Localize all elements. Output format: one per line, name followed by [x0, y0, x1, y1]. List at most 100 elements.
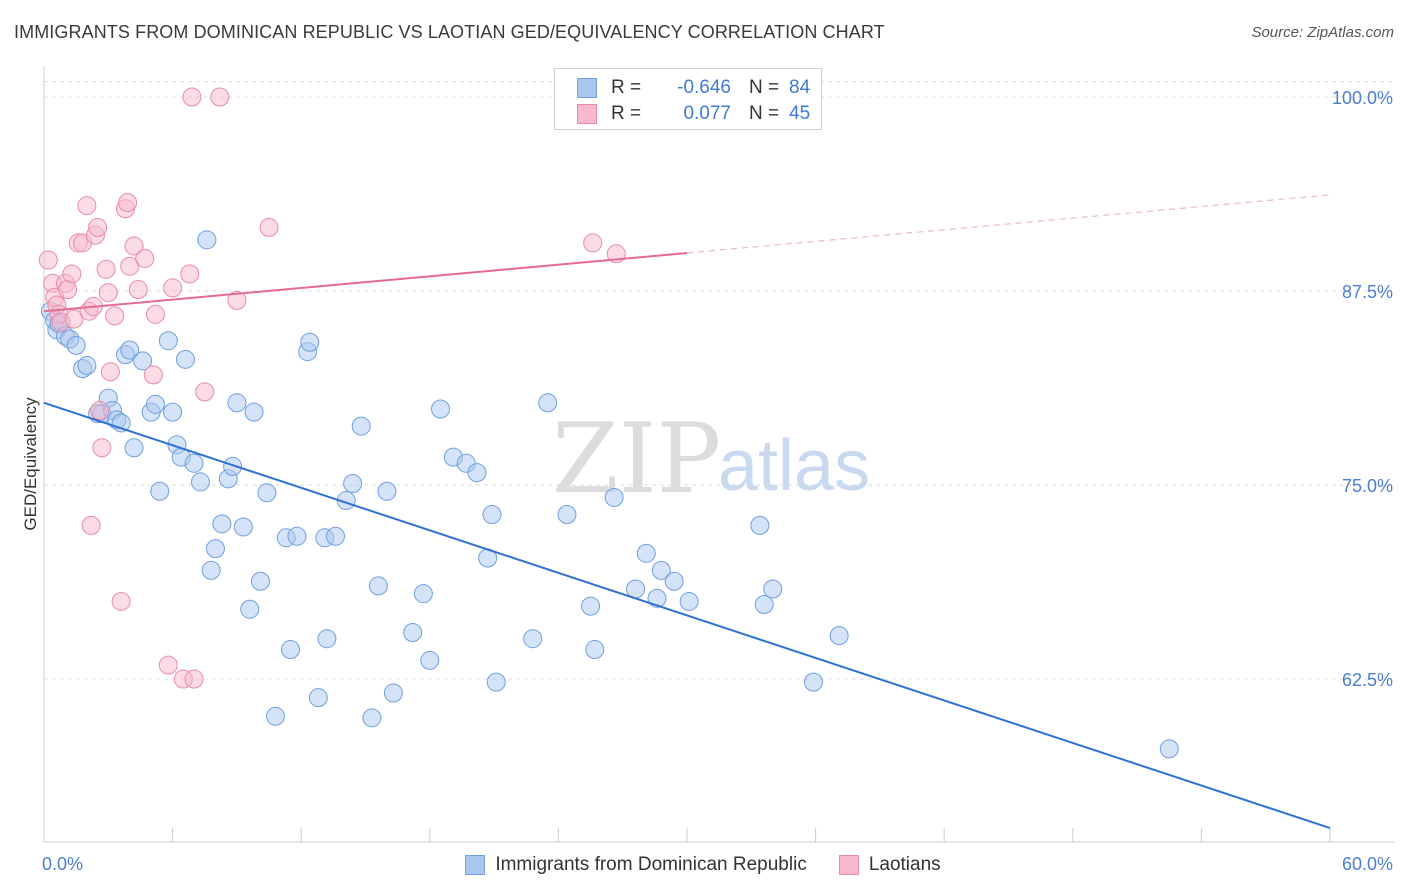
blue-data-point [343, 473, 363, 493]
blue-data-point [636, 543, 656, 563]
blue-data-point [287, 526, 307, 546]
blue-data-point [368, 576, 388, 596]
legend-r-value: 0.077 [683, 103, 731, 124]
y-axis-label: GED/Equivalency [21, 397, 40, 531]
pink-data-point [98, 283, 118, 303]
series-label-pink: Laotians [868, 854, 941, 875]
blue-data-point [66, 335, 86, 355]
blue-data-point [223, 456, 243, 476]
watermark-atlas: atlas [718, 426, 870, 506]
blue-data-point [250, 571, 270, 591]
blue-data-point [212, 514, 232, 534]
series-label-blue: Immigrants from Dominican Republic [495, 854, 807, 875]
blue-data-point [420, 650, 440, 670]
pink-data-point [184, 669, 204, 689]
legend-n-label: N = [749, 103, 780, 124]
blue-data-point [647, 588, 667, 608]
pink-data-point [81, 515, 101, 535]
blue-data-point [413, 584, 433, 604]
blue-data-point [175, 349, 195, 369]
blue-data-point [317, 629, 337, 649]
pink-data-point [583, 233, 603, 253]
blue-data-point [145, 394, 165, 414]
legend-n-value: 45 [789, 103, 811, 124]
blue-data-point [227, 393, 247, 413]
x-tick-label-right: 60.0% [1342, 854, 1393, 874]
series-swatch-blue [465, 855, 486, 875]
pink-data-point [128, 279, 148, 299]
pink-data-point [227, 290, 247, 310]
pink-data-point [64, 309, 84, 329]
blue-data-point [163, 402, 183, 422]
blue-data-point [486, 672, 506, 692]
pink-data-point [38, 250, 58, 270]
series-legend-item-pink[interactable]: Laotians [838, 854, 941, 876]
pink-data-point [118, 193, 138, 213]
blue-data-point [754, 595, 774, 615]
blue-data-point [763, 579, 783, 599]
pink-data-point [210, 87, 230, 107]
y-tick-label: 87.5% [1342, 282, 1393, 302]
pink-data-point [100, 362, 120, 382]
blue-data-point [523, 629, 543, 649]
pink-data-point [88, 217, 108, 237]
blue-data-point [205, 539, 225, 559]
blue-data-point [184, 453, 204, 473]
blue-data-point [664, 571, 684, 591]
y-tick-label: 62.5% [1342, 670, 1393, 690]
blue-data-point [467, 463, 487, 483]
blue-data-point [257, 483, 277, 503]
pink-data-point [259, 217, 279, 237]
blue-data-point [383, 683, 403, 703]
chart-source: Source: ZipAtlas.com [1251, 24, 1394, 41]
grid-layer [44, 81, 1394, 680]
legend-swatch-blue [577, 78, 597, 98]
legend-n-value: 84 [789, 77, 811, 98]
pink-data-point [77, 196, 97, 216]
pink-data-point [90, 401, 110, 421]
blue-data-point [120, 340, 140, 360]
axis-layer [43, 66, 1394, 843]
watermark: ZIP atlas [552, 403, 870, 515]
y-tick-label: 75.0% [1342, 476, 1393, 496]
pink-data-point [158, 655, 178, 675]
blue-trend-line [43, 401, 1331, 829]
blue-data-point [124, 438, 144, 458]
blue-data-point [325, 526, 345, 546]
series-legend-item-blue[interactable]: Immigrants from Dominican Republic [465, 854, 807, 876]
pink-data-point [195, 382, 215, 402]
blue-data-point [158, 331, 178, 351]
pink-data-point [145, 304, 165, 324]
label-layer: GED/Equivalency 0.0% 60.0% 100.0% 87.5% 75… [21, 88, 1393, 874]
pink-trend-line-extension [686, 194, 1331, 254]
blue-data-point [1159, 739, 1179, 759]
blue-data-point [538, 393, 558, 413]
blue-data-point [482, 505, 502, 525]
blue-data-point [240, 599, 260, 619]
watermark-zip: ZIP [552, 403, 721, 515]
x-tick-label-left: 0.0% [42, 854, 83, 874]
blue-data-point [300, 332, 320, 352]
blue-data-point [829, 626, 849, 646]
blue-data-point [197, 230, 217, 250]
blue-data-point [377, 481, 397, 501]
pink-data-point [143, 365, 163, 385]
blue-data-point [651, 560, 671, 580]
pink-data-point [62, 264, 82, 284]
series-swatch-pink [838, 855, 859, 875]
y-tick-label: 100.0% [1332, 88, 1393, 108]
blue-data-point [351, 416, 371, 436]
legend-r-value: -0.646 [677, 77, 731, 98]
blue-data-point [308, 688, 328, 708]
blue-data-point [265, 706, 285, 726]
points-layer [38, 87, 1179, 759]
blue-data-point [362, 708, 382, 728]
blue-data-point [581, 596, 601, 616]
blue-data-point [679, 591, 699, 611]
blue-data-point [403, 622, 423, 642]
blue-data-point [201, 560, 221, 580]
legend-n-label: N = [749, 77, 780, 98]
blue-data-point [803, 672, 823, 692]
